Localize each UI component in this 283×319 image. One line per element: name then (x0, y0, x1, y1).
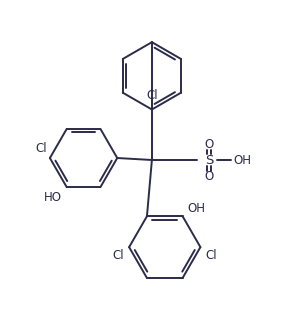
Text: OH: OH (233, 154, 251, 167)
Text: Cl: Cl (35, 142, 47, 155)
Text: Cl: Cl (205, 249, 217, 262)
Text: O: O (205, 170, 214, 183)
Text: Cl: Cl (146, 89, 158, 101)
Text: S: S (205, 154, 213, 167)
Text: OH: OH (188, 202, 205, 215)
Text: Cl: Cl (113, 249, 124, 262)
Text: HO: HO (44, 190, 62, 204)
Text: O: O (205, 138, 214, 151)
